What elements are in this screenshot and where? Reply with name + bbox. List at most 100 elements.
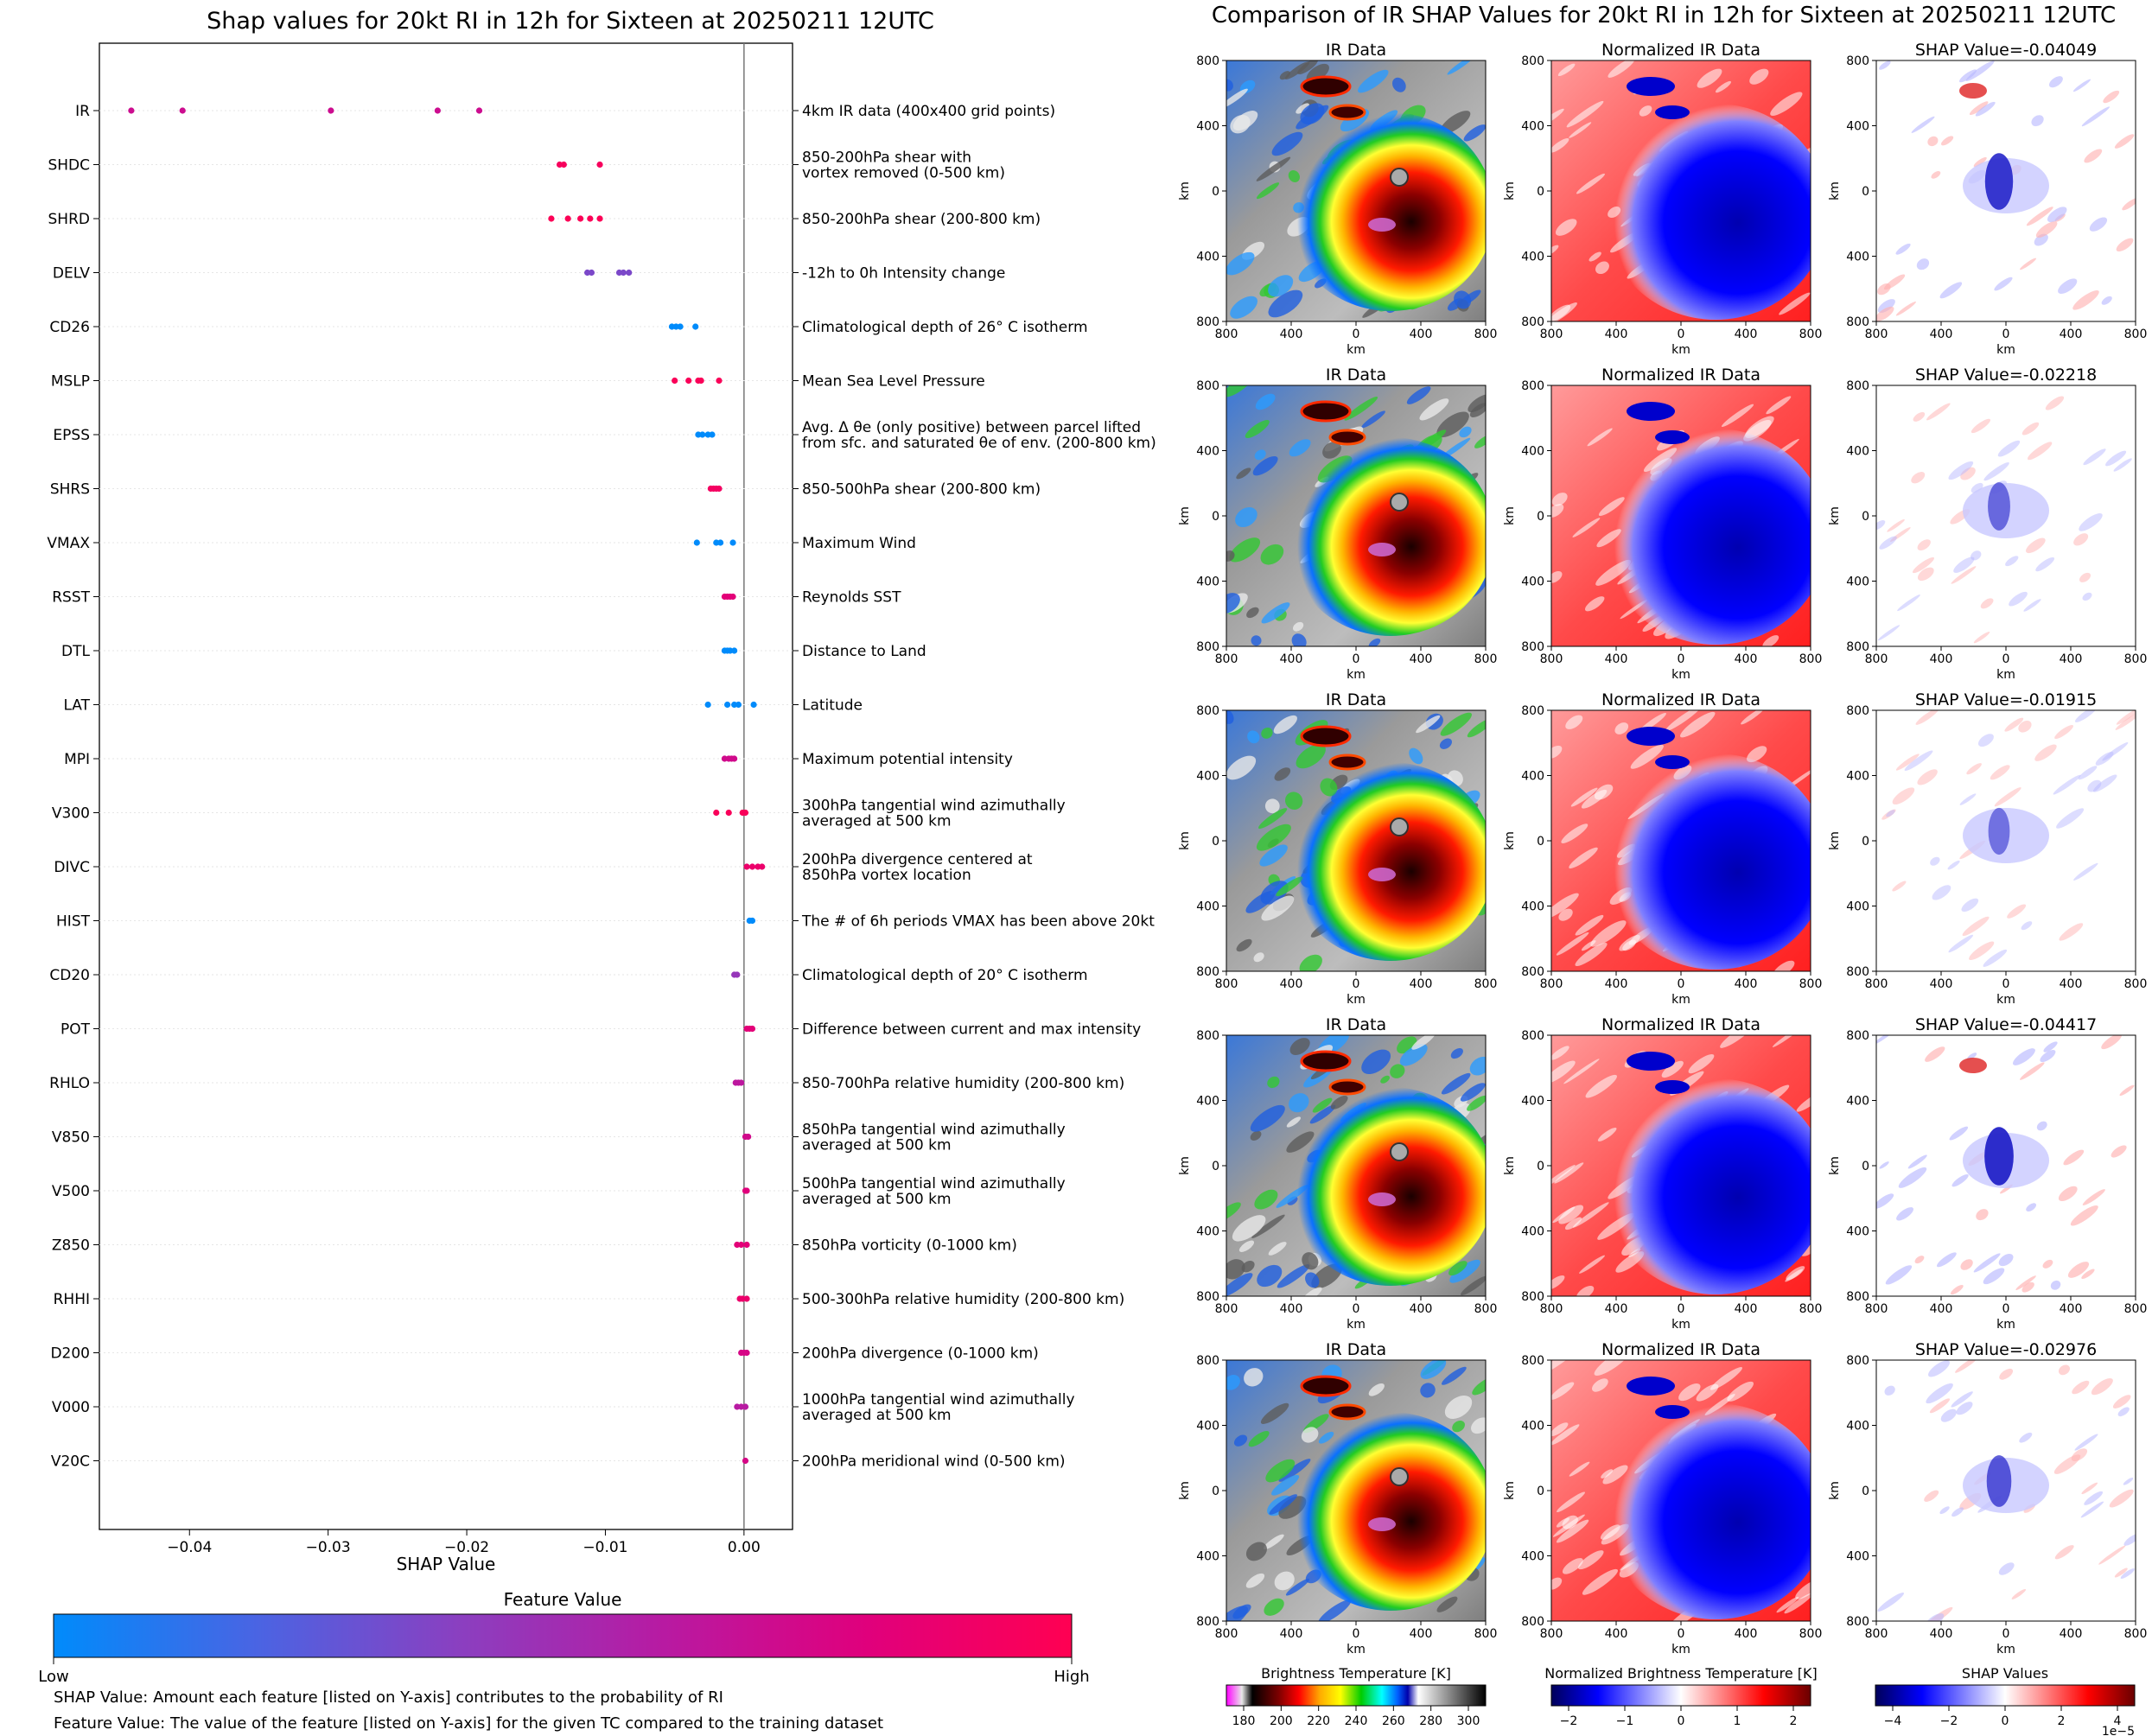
y-tick-label: 400 <box>1846 120 1869 134</box>
norm-colorbar: Normalized Brightness Temperature [K] −2… <box>1544 1665 1818 1728</box>
y-tick-label: 400 <box>1196 1095 1219 1109</box>
feature-description: Maximum potential intensity <box>802 751 1013 768</box>
feature-label: SHRS <box>50 481 90 499</box>
x-tick-label: 800 <box>1865 327 1888 341</box>
y-axis-label: km <box>1828 1481 1842 1500</box>
panel-title: SHAP Value=-0.01915 <box>1915 690 2097 709</box>
y-tick-label: 800 <box>1846 640 1869 654</box>
x-tick-label: 0 <box>2002 1302 2010 1316</box>
norm-colorbar-title: Normalized Brightness Temperature [K] <box>1544 1665 1818 1682</box>
x-tick-label: 400 <box>1280 652 1303 666</box>
shap-point <box>716 377 723 385</box>
feature-description: Avg. Δ θe (only positive) between parcel… <box>802 419 1141 436</box>
y-tick-label: 400 <box>1521 1420 1544 1434</box>
shap-point <box>750 701 757 709</box>
x-axis-label: km <box>1671 1643 1690 1657</box>
y-tick-label: 800 <box>1196 54 1219 68</box>
y-tick-label: 800 <box>1521 379 1544 393</box>
x-tick-label: 800 <box>1799 652 1823 666</box>
y-tick-label: 400 <box>1196 575 1219 589</box>
y-axis-label: km <box>1828 1156 1842 1175</box>
feature-description: 200hPa divergence (0-1000 km) <box>802 1345 1039 1363</box>
y-axis-label: km <box>1828 506 1842 525</box>
colorbar-tick-label: 280 <box>1419 1714 1442 1728</box>
x-tick-label: 400 <box>1410 652 1433 666</box>
x-tick-label: −0.04 <box>167 1539 212 1556</box>
y-tick-label: 400 <box>1196 251 1219 264</box>
x-tick-label: 800 <box>1540 977 1563 991</box>
y-tick-label: 400 <box>1196 1420 1219 1434</box>
feature-label: CD26 <box>49 319 90 336</box>
x-tick-label: 0 <box>1678 652 1685 666</box>
shap-point <box>743 1349 750 1357</box>
y-tick-label: 800 <box>1846 54 1869 68</box>
y-tick-label: 800 <box>1521 315 1544 329</box>
x-tick-label: 800 <box>2124 977 2148 991</box>
y-tick-label: 800 <box>1196 315 1219 329</box>
panel-title: IR Data <box>1326 690 1386 709</box>
feature-description: Mean Sea Level Pressure <box>802 373 985 391</box>
shap-point <box>709 431 716 438</box>
x-tick-label: 400 <box>1605 977 1628 991</box>
panel-title: SHAP Value=-0.04417 <box>1915 1015 2097 1034</box>
image-panel-r4-c3: SHAP Value=-0.04417800800400400004004008… <box>1828 1015 2147 1332</box>
x-tick-label: 400 <box>1605 1302 1628 1316</box>
feature-row-ir: IR 4km IR data (400x400 grid points) <box>75 103 1055 120</box>
feature-description: 850hPa vorticity (0-1000 km) <box>802 1237 1017 1255</box>
image-panel-r1-c2: Normalized IR Data8008004004000040040080… <box>1503 41 1822 357</box>
x-tick-label: 800 <box>2124 1627 2148 1641</box>
panel-title: IR Data <box>1326 41 1386 60</box>
panel-image <box>1876 60 2136 321</box>
footnote-feature: Feature Value: The value of the feature … <box>54 1714 883 1733</box>
feature-row-epss: EPSS Avg. Δ θe (only positive) between pa… <box>53 419 1156 452</box>
right-panel: Comparison of IR SHAP Values for 20kt RI… <box>1178 3 2147 1736</box>
y-tick-label: 800 <box>1196 640 1219 654</box>
colorbar-tick-label: 180 <box>1232 1714 1256 1728</box>
feature-label: DIVC <box>54 859 90 876</box>
feature-label: SHDC <box>48 157 90 175</box>
shap-point <box>693 539 700 546</box>
panel-image <box>1551 710 1811 971</box>
y-tick-label: 400 <box>1521 1225 1544 1239</box>
panel-title: Normalized IR Data <box>1601 366 1760 385</box>
feature-label: V20C <box>51 1453 90 1471</box>
x-tick-label: 800 <box>1799 1302 1823 1316</box>
shap-point <box>759 863 766 870</box>
x-axis-ticks: −0.04 −0.03 −0.02 −0.01 0.00 <box>167 1529 761 1556</box>
y-tick-label: 0 <box>1212 1160 1219 1173</box>
panel-title: IR Data <box>1326 1340 1386 1359</box>
panel-image <box>1551 60 1811 321</box>
y-tick-label: 400 <box>1846 1420 1869 1434</box>
feature-row-d200: D200 200hPa divergence (0-1000 km) <box>50 1345 1038 1363</box>
y-tick-label: 800 <box>1196 965 1219 979</box>
feature-description: Maximum Wind <box>802 535 916 552</box>
colorbar-low-label: Low <box>38 1668 68 1686</box>
y-tick-label: 400 <box>1521 770 1544 784</box>
y-axis-label: km <box>1503 831 1517 850</box>
x-axis-label: km <box>1671 993 1690 1007</box>
colorbar-tick-label: −2 <box>1940 1714 1958 1728</box>
shap-point <box>742 1403 749 1410</box>
feature-row-rsst: RSST Reynolds SST <box>52 589 901 607</box>
shap-point <box>716 485 723 493</box>
panel-image <box>1226 1360 1486 1621</box>
feature-row-cd20: CD20 Climatological depth of 20° C isothe… <box>49 967 1087 984</box>
shap-point <box>713 809 720 817</box>
panel-title: SHAP Value=-0.02976 <box>1915 1340 2097 1359</box>
x-tick-label: 800 <box>1540 327 1563 341</box>
panel-title: Normalized IR Data <box>1601 1340 1760 1359</box>
feature-description: 850-500hPa shear (200-800 km) <box>802 481 1041 499</box>
x-tick-label: 0.00 <box>728 1539 761 1556</box>
shap-point <box>692 323 699 330</box>
shap-point <box>548 215 555 222</box>
x-tick-label: 800 <box>1474 1627 1498 1641</box>
feature-description: Distance to Land <box>802 643 926 660</box>
x-axis-label: km <box>1347 668 1366 682</box>
shap-point <box>620 269 627 277</box>
feature-row-v850: V850 850hPa tangential wind azimuthallyav… <box>52 1122 1066 1154</box>
right-title: Comparison of IR SHAP Values for 20kt RI… <box>1212 3 2116 29</box>
feature-label: MSLP <box>51 373 90 391</box>
feature-label: V000 <box>52 1399 90 1416</box>
